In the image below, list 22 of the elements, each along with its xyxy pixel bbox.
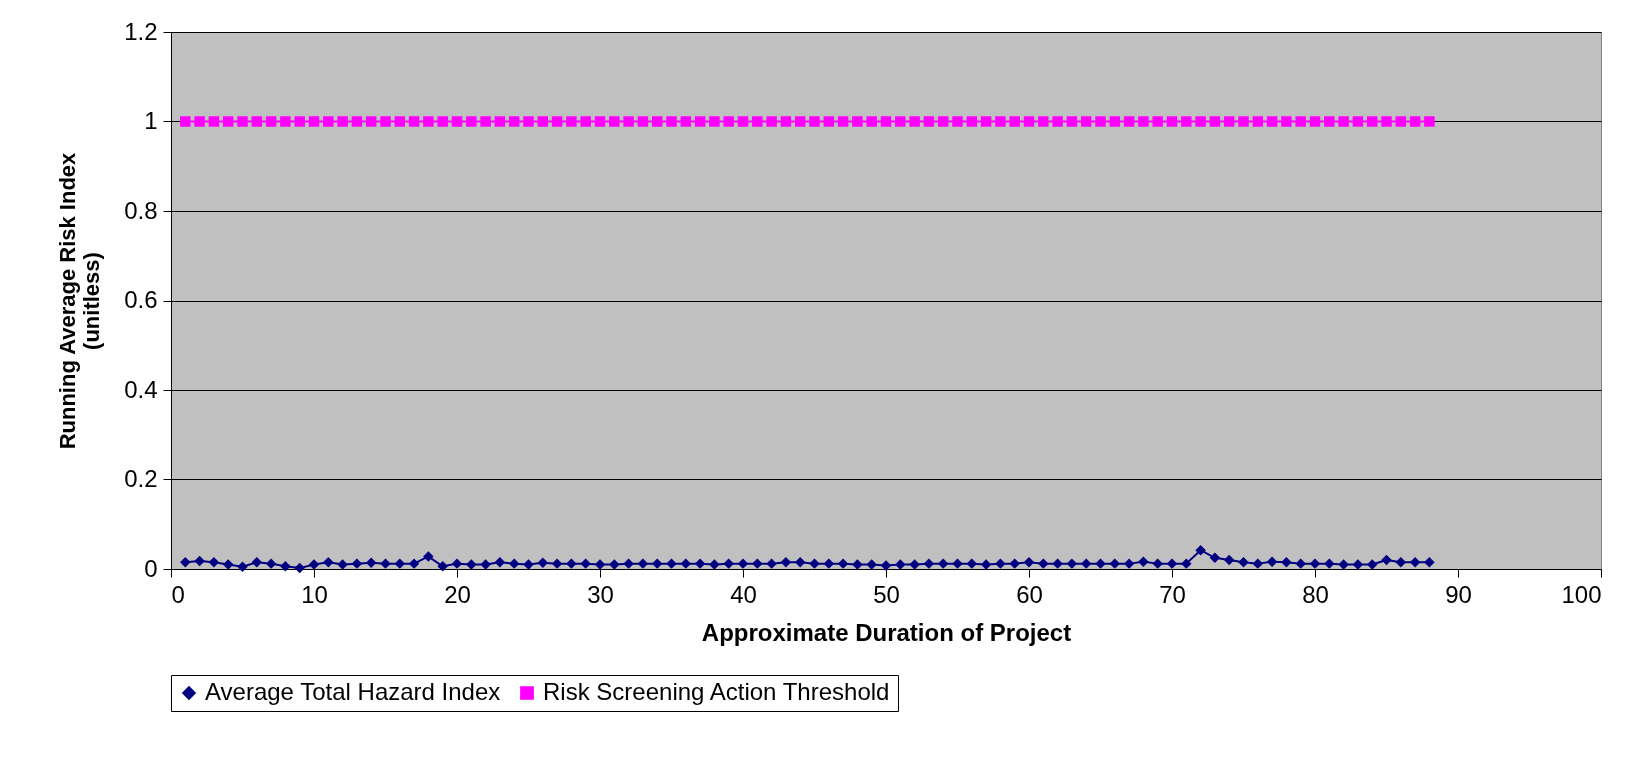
x-tick-label: 20 [444,580,471,608]
legend-label: Average Total Hazard Index [205,678,501,705]
y-tick-label: 0.2 [124,465,158,492]
x-tick-label: 30 [587,580,614,608]
y-tick-label: 1 [144,107,158,134]
x-tick-label: 90 [1445,580,1472,608]
y-tick-label: 0.4 [124,375,158,403]
x-tick-label: 40 [730,580,757,608]
x-axis-title: Approximate Duration of Project [701,618,1072,646]
y-tick-label: 0.6 [124,286,158,313]
x-tick-label: 70 [1159,580,1186,608]
x-tick-label: 50 [873,580,900,608]
y-axis-title: Running Average Risk Index (unitless) [55,151,105,450]
y-tick-label: 1.2 [124,17,158,45]
x-tick-label: 60 [1016,580,1043,608]
x-tick-label: 80 [1302,580,1329,608]
y-tick-label: 0.8 [124,196,158,224]
legend-label: Risk Screening Action Threshold [543,678,890,705]
x-tick-label: 100 [1561,580,1602,608]
x-tick-label: 0 [171,580,185,608]
x-tick-label: 10 [301,580,328,608]
y-tick-label: 0 [144,554,158,582]
